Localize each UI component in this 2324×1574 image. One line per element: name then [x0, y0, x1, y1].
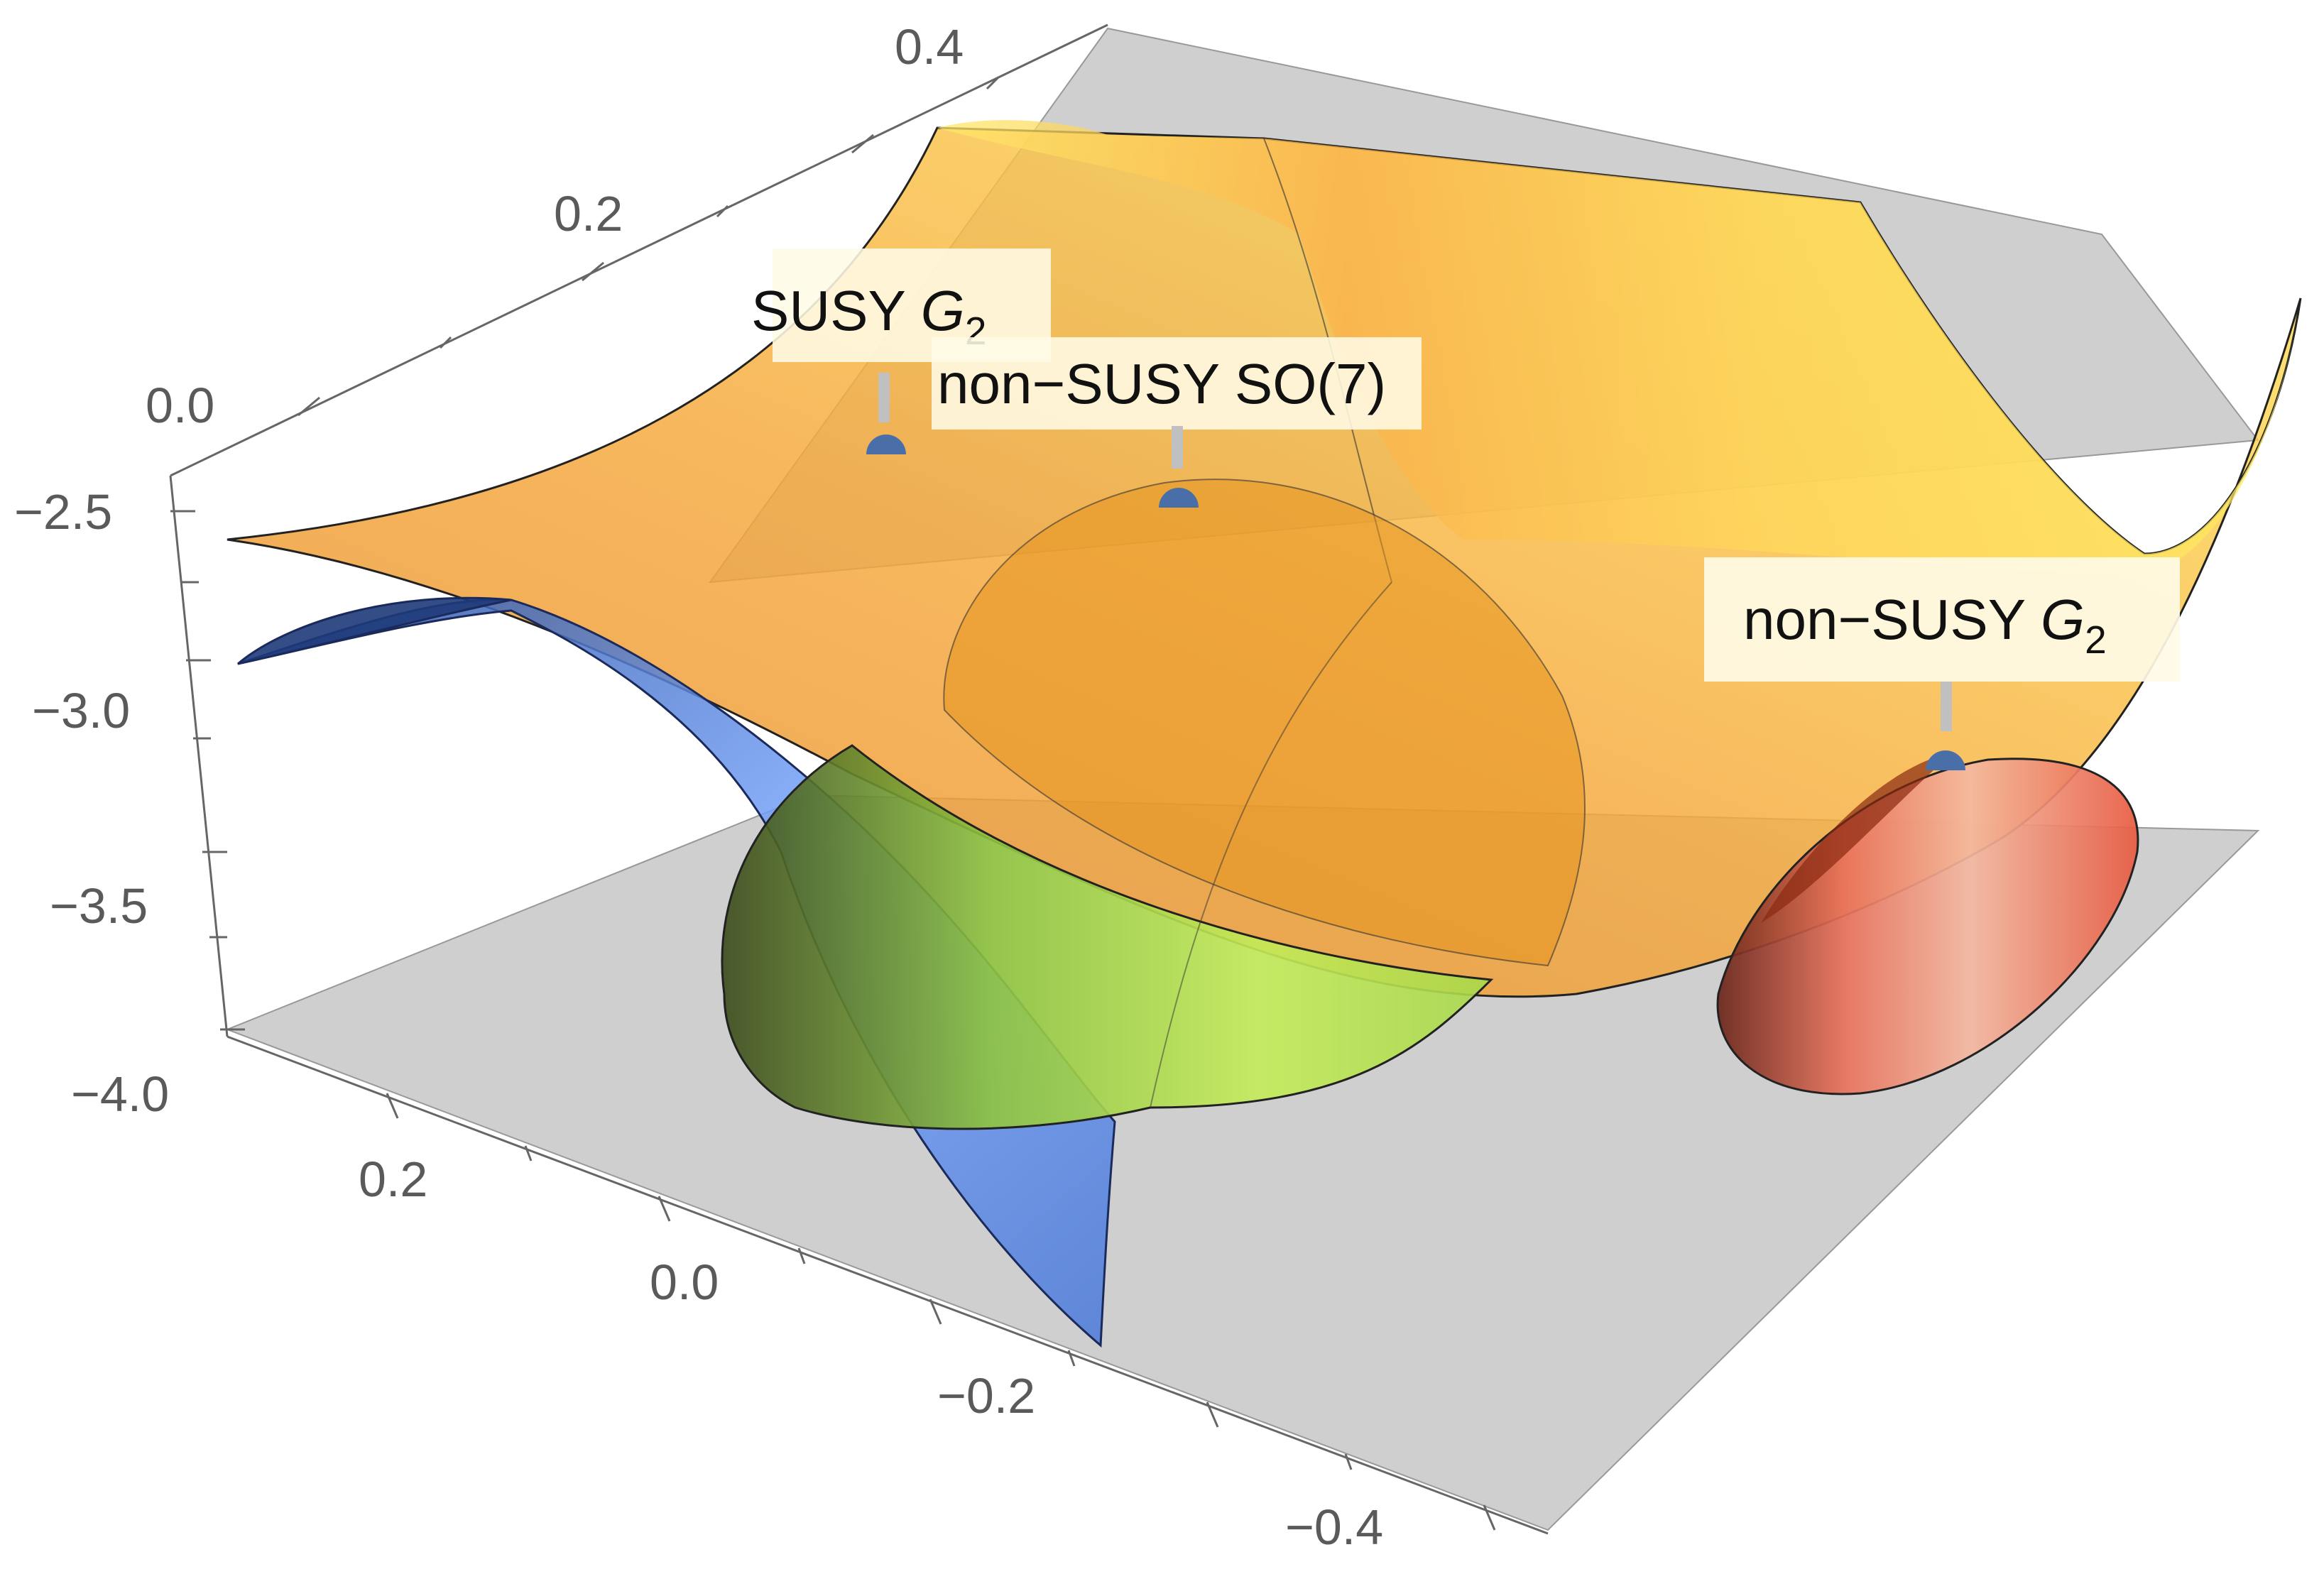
bounding-box: [169, 23, 1549, 1535]
y-tick: 0.4: [895, 19, 964, 75]
z-axis-labels: −2.5 −3.0 −3.5 −4.0: [14, 484, 169, 1122]
x-tick: −0.2: [937, 1368, 1035, 1423]
z-tick: −4.0: [71, 1066, 169, 1122]
marker-nonsusy-g2: non−SUSY G2: [1704, 557, 2180, 770]
marker-dot: [866, 435, 906, 454]
z-tick: −3.5: [50, 878, 148, 934]
z-tick: −3.0: [32, 683, 130, 738]
y-tick: 0.2: [554, 186, 623, 241]
green-surface: [721, 744, 1494, 1130]
orange-dome: [943, 479, 1586, 967]
y-axis-labels: 0.0 0.2 0.4: [146, 19, 964, 433]
z-tick: −2.5: [14, 484, 112, 540]
orange-surface-top: [937, 120, 2301, 576]
marker-nonsusy-so7: non−SUSY SO(7): [932, 337, 1422, 508]
red-surface-top: [1761, 753, 1953, 923]
svg-text:non−SUSY G2: non−SUSY G2: [1743, 588, 2107, 662]
svg-text:SUSY G2: SUSY G2: [751, 279, 986, 353]
marker-dot: [1159, 488, 1199, 508]
y-tick: 0.0: [146, 378, 214, 433]
marker-dot: [1926, 750, 1965, 770]
svg-text:non−SUSY SO(7): non−SUSY SO(7): [937, 352, 1386, 415]
x-tick: 0.2: [359, 1152, 427, 1207]
x-axis-labels: 0.2 0.0 −0.2 −0.4: [359, 1152, 1383, 1555]
axis-ticks: [170, 77, 1496, 1531]
x-tick: −0.4: [1285, 1499, 1383, 1555]
x-tick: 0.0: [650, 1255, 719, 1310]
dome-seam: [1150, 581, 1392, 1108]
blue-surface-left: [237, 596, 512, 665]
